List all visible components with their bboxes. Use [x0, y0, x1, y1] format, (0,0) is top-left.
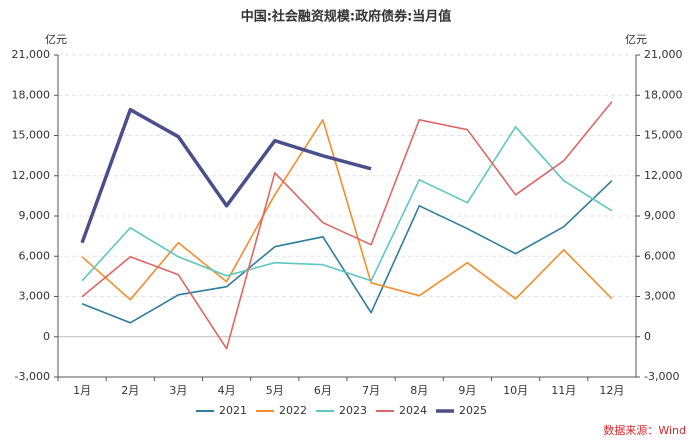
x-tick-label: 8月 — [410, 384, 428, 397]
x-tick-label: 2月 — [121, 384, 139, 397]
x-tick-label: 3月 — [169, 384, 187, 397]
series-line — [80, 107, 372, 244]
y-tick-label: 18,000 — [12, 88, 51, 101]
x-tick-label: 10月 — [503, 384, 528, 397]
y-tick-label: 9,000 — [19, 209, 51, 222]
legend-label: 2021 — [219, 404, 247, 417]
legend-label: 2022 — [279, 404, 307, 417]
y-tick-label: 0 — [43, 330, 50, 343]
y-unit: 亿元 — [45, 33, 67, 46]
legend-label: 2025 — [459, 404, 487, 417]
series-line — [81, 180, 613, 324]
y2-tick-label: 12,000 — [644, 169, 683, 182]
x-tick-label: 5月 — [266, 384, 284, 397]
x-tick-label: 11月 — [551, 384, 576, 397]
x-tick-label: 12月 — [599, 384, 624, 397]
y2-tick-label: 18,000 — [644, 88, 683, 101]
x-tick-label: 1月 — [73, 384, 91, 397]
y2-tick-label: 21,000 — [644, 48, 683, 61]
y2-tick-label: 0 — [644, 330, 651, 343]
x-tick-label: 4月 — [218, 384, 236, 397]
y-tick-label: -3,000 — [15, 370, 50, 383]
chart-title: 中国:社会融资规模:政府债券:当月值 — [241, 9, 452, 25]
legend-label: 2024 — [399, 404, 427, 417]
legend-label: 2023 — [339, 404, 367, 417]
y2-unit: 亿元 — [625, 33, 647, 46]
y-tick-label: 3,000 — [19, 290, 51, 303]
x-tick-label: 9月 — [458, 384, 476, 397]
y2-tick-label: 15,000 — [644, 129, 683, 142]
y-tick-label: 21,000 — [12, 48, 51, 61]
source: 数据来源：Wind — [603, 423, 686, 437]
y-tick-label: 15,000 — [12, 129, 51, 142]
y2-tick-label: 3,000 — [644, 290, 676, 303]
y-tick-label: 12,000 — [12, 169, 51, 182]
series-line — [81, 126, 613, 282]
y2-tick-label: 9,000 — [644, 209, 676, 222]
x-tick-label: 7月 — [362, 384, 380, 397]
y2-tick-label: 6,000 — [644, 249, 676, 262]
y2-tick-label: -3,000 — [644, 370, 679, 383]
y-tick-label: 6,000 — [19, 249, 51, 262]
series-line — [81, 101, 613, 350]
x-tick-label: 6月 — [314, 384, 332, 397]
